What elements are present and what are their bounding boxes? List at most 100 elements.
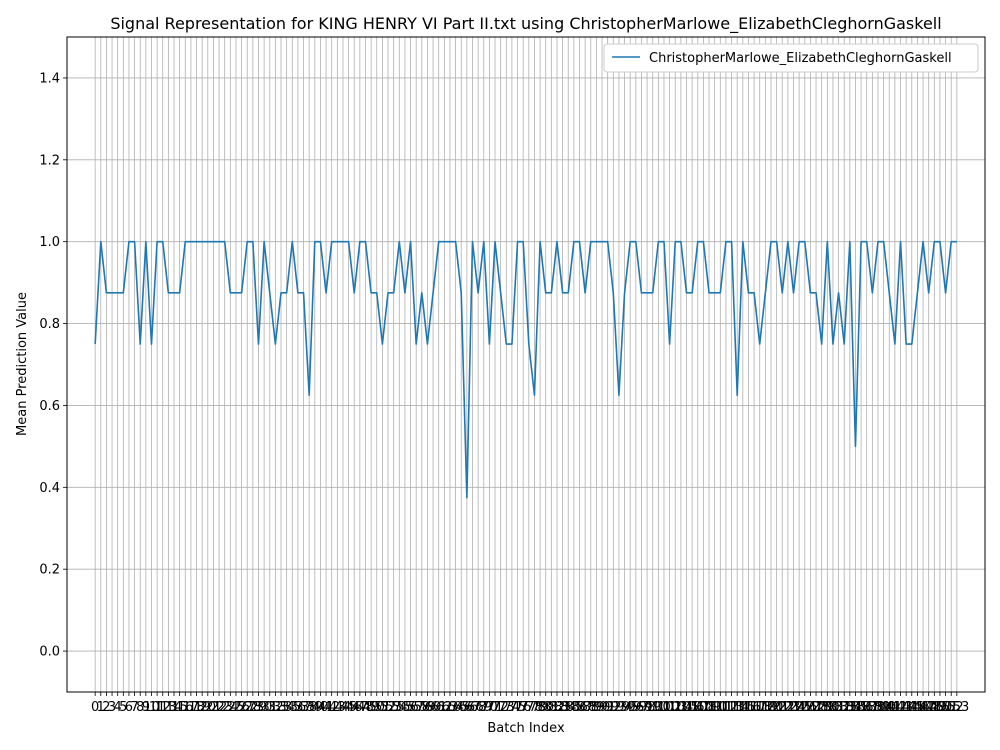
- x-tick-label: 37: [295, 700, 312, 715]
- y-tick-label: 1.0: [39, 235, 60, 250]
- x-tick-label: 149: [922, 700, 947, 715]
- x-tick-label: 97: [633, 700, 650, 715]
- x-tick-label: 14: [166, 700, 183, 715]
- x-tick-label: 11: [149, 700, 166, 715]
- x-tick-label: 34: [278, 700, 295, 715]
- x-tick-label: 94: [616, 700, 633, 715]
- x-tick-label: 25: [228, 700, 245, 715]
- x-tick-label: 75: [509, 700, 526, 715]
- x-tick-label: 10: [143, 700, 160, 715]
- x-tick-label: 23: [216, 700, 233, 715]
- x-tick-label: 9: [142, 700, 150, 715]
- x-tick-label: 112: [714, 700, 739, 715]
- x-tick-label: 100: [646, 700, 671, 715]
- x-tick-label: 13: [160, 700, 177, 715]
- x-tick-label: 12: [154, 700, 171, 715]
- x-tick-label: 36: [290, 700, 307, 715]
- x-tick-label: 150: [928, 700, 953, 715]
- x-tick-label: 70: [481, 700, 498, 715]
- x-tick-label: 69: [475, 700, 492, 715]
- x-tick-label: 105: [674, 700, 699, 715]
- x-tick-label: 132: [826, 700, 851, 715]
- x-tick-label: 51: [374, 700, 391, 715]
- x-tick-label: 82: [549, 700, 566, 715]
- x-tick-label: 136: [849, 700, 874, 715]
- x-tick-label: 141: [877, 700, 902, 715]
- x-tick-label: 35: [284, 700, 301, 715]
- x-tick-label: 28: [245, 700, 262, 715]
- grid-lines: [67, 37, 985, 692]
- x-tick-label: 3: [108, 700, 116, 715]
- x-tick-label: 96: [628, 700, 645, 715]
- legend-entry: ChristopherMarlowe_ElizabethCleghornGask…: [649, 51, 952, 66]
- x-tick-label: 26: [233, 700, 250, 715]
- x-tick-label: 101: [652, 700, 677, 715]
- x-tick-label: 66: [459, 700, 476, 715]
- x-tick-label: 121: [764, 700, 789, 715]
- series-line: [94, 240, 957, 499]
- x-tick-label: 116: [736, 700, 761, 715]
- x-tick-label: 73: [498, 700, 515, 715]
- x-tick-label: 6: [125, 700, 133, 715]
- x-tick-label: 7: [130, 700, 138, 715]
- x-tick-label: 85: [566, 700, 583, 715]
- x-tick-label: 123: [775, 700, 800, 715]
- x-tick-label: 152: [939, 700, 964, 715]
- x-tick-label: 147: [911, 700, 936, 715]
- y-tick-label: 0.8: [39, 317, 60, 332]
- x-tick-label: 33: [273, 700, 290, 715]
- x-tick-label: 41: [318, 700, 335, 715]
- x-tick-label: 24: [222, 700, 239, 715]
- x-tick-label: 143: [888, 700, 913, 715]
- x-tick-label: 16: [177, 700, 194, 715]
- x-tick-label: 130: [815, 700, 840, 715]
- x-tick-label: 129: [809, 700, 834, 715]
- x-tick-label: 113: [719, 700, 744, 715]
- x-tick-label: 145: [899, 700, 924, 715]
- x-tick-label: 8: [136, 700, 144, 715]
- x-tick-label: 83: [554, 700, 571, 715]
- x-tick-label: 79: [532, 700, 549, 715]
- x-tick-label: 107: [685, 700, 710, 715]
- x-tick-label: 117: [742, 700, 767, 715]
- plot-frame: [66, 36, 986, 693]
- x-tick-label: 42: [323, 700, 340, 715]
- x-tick-label: 48: [357, 700, 374, 715]
- x-tick-label: 54: [391, 700, 408, 715]
- x-tick-label: 17: [183, 700, 200, 715]
- x-tick-label: 80: [537, 700, 554, 715]
- x-tick-label: 114: [725, 700, 750, 715]
- x-tick-label: 49: [363, 700, 380, 715]
- x-tick-label: 32: [267, 700, 284, 715]
- series-layer: [94, 240, 957, 499]
- x-tick-label: 58: [414, 700, 431, 715]
- y-tick-label: 0.6: [39, 399, 60, 414]
- x-tick-label: 111: [708, 700, 733, 715]
- x-tick-label: 98: [639, 700, 656, 715]
- x-tick-label: 29: [250, 700, 267, 715]
- x-tick-label: 38: [301, 700, 318, 715]
- x-tick-label: 52: [380, 700, 397, 715]
- x-tick-label: 124: [781, 700, 806, 715]
- x-tick-label: 110: [702, 700, 727, 715]
- x-tick-label: 135: [843, 700, 868, 715]
- y-axis-label: Mean Prediction Value: [15, 292, 30, 436]
- y-tick-label: 0.0: [39, 645, 60, 660]
- x-axis-ticks: 0123456789101112131415161718192021222324…: [91, 692, 969, 715]
- x-tick-label: 106: [680, 700, 705, 715]
- x-axis-label: Batch Index: [487, 721, 565, 736]
- x-tick-label: 65: [453, 700, 470, 715]
- x-tick-label: 122: [770, 700, 795, 715]
- x-tick-label: 142: [882, 700, 907, 715]
- x-tick-label: 137: [854, 700, 879, 715]
- x-tick-label: 102: [657, 700, 682, 715]
- x-tick-label: 18: [188, 700, 205, 715]
- x-tick-label: 133: [832, 700, 857, 715]
- x-tick-label: 44: [335, 700, 352, 715]
- x-tick-label: 120: [759, 700, 784, 715]
- x-tick-label: 139: [866, 700, 891, 715]
- x-tick-label: 63: [442, 700, 459, 715]
- x-tick-label: 115: [730, 700, 755, 715]
- x-tick-label: 59: [419, 700, 436, 715]
- x-tick-label: 127: [798, 700, 823, 715]
